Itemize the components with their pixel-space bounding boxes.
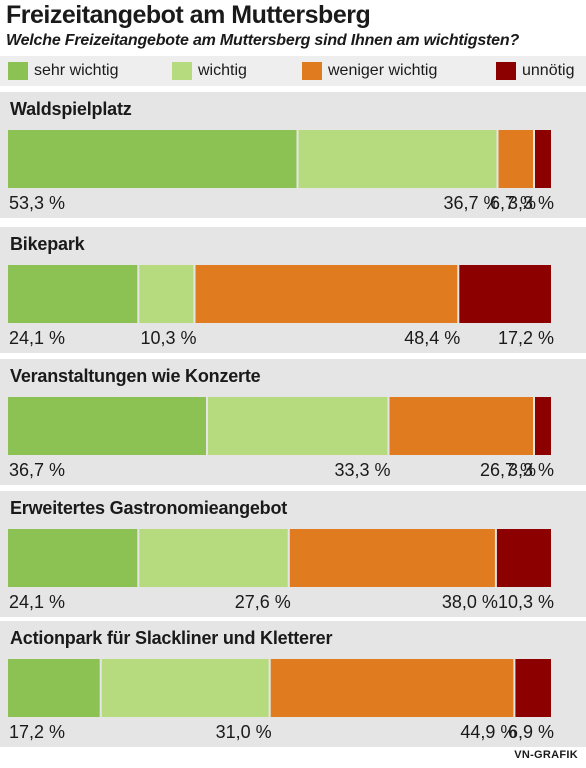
legend-swatch-unnoetig bbox=[496, 62, 516, 80]
value-label-weniger-wichtig: 38,0 % bbox=[442, 592, 498, 612]
value-label-unnoetig: 17,2 % bbox=[498, 328, 554, 348]
bar-segment-unnoetig bbox=[535, 130, 551, 188]
bar-segment-sehr-wichtig bbox=[8, 529, 138, 587]
category-label: Waldspielplatz bbox=[10, 99, 132, 119]
category-label: Bikepark bbox=[10, 234, 85, 254]
legend: sehr wichtig wichtig weniger wichtig unn… bbox=[0, 56, 586, 86]
bar-segment-unnoetig bbox=[535, 397, 551, 455]
value-label-sehr-wichtig: 24,1 % bbox=[9, 328, 65, 348]
value-label-weniger-wichtig: 44,9 % bbox=[460, 722, 516, 742]
value-label-sehr-wichtig: 36,7 % bbox=[9, 460, 65, 480]
legend-label-sehr-wichtig: sehr wichtig bbox=[34, 62, 119, 79]
bar-segment-wichtig bbox=[139, 529, 288, 587]
value-label-wichtig: 10,3 % bbox=[140, 328, 196, 348]
bar-segment-unnoetig bbox=[515, 659, 551, 717]
bar-segment-weniger-wichtig bbox=[270, 659, 514, 717]
bar-segment-unnoetig bbox=[459, 265, 551, 323]
chart-subtitle: Welche Freizeitangebote am Muttersberg s… bbox=[6, 32, 520, 49]
bar-segment-wichtig bbox=[298, 130, 497, 188]
bar-row-bikepark: 24,1 % 10,3 % 48,4 % 17,2 % bbox=[8, 265, 554, 348]
panel-bikepark: Bikepark 24,1 % 10,3 % 48,4 % 17,2 % bbox=[0, 224, 586, 353]
value-label-unnoetig: 3,3 % bbox=[508, 193, 554, 213]
category-label: Actionpark für Slackliner und Kletterer bbox=[10, 628, 333, 648]
legend-swatch-weniger-wichtig bbox=[302, 62, 322, 80]
value-label-unnoetig: 3,3 % bbox=[508, 460, 554, 480]
legend-label-unnoetig: unnötig bbox=[522, 62, 575, 79]
bar-row-veranstaltungen: 36,7 % 33,3 % 26,7 %3,3 % bbox=[8, 397, 554, 480]
chart-title: Freizeitangebot am Muttersberg bbox=[6, 1, 371, 29]
legend-swatch-sehr-wichtig bbox=[8, 62, 28, 80]
panel-gastronomie: Erweitertes Gastronomieangebot 24,1 % 27,… bbox=[0, 488, 586, 617]
legend-swatch-wichtig bbox=[172, 62, 192, 80]
panel-actionpark: Actionpark für Slackliner und Kletterer … bbox=[0, 618, 586, 747]
bar-segment-sehr-wichtig bbox=[8, 659, 100, 717]
bar-segment-unnoetig bbox=[496, 529, 551, 587]
value-label-sehr-wichtig: 17,2 % bbox=[9, 722, 65, 742]
panel-veranstaltungen: Veranstaltungen wie Konzerte 36,7 % 33,3 … bbox=[0, 356, 586, 485]
bar-segment-sehr-wichtig bbox=[8, 397, 206, 455]
bar-row-actionpark: 17,2 % 31,0 % 44,9 %6,9 % bbox=[8, 659, 554, 742]
bar-segment-weniger-wichtig bbox=[389, 397, 533, 455]
bar-segment-wichtig bbox=[101, 659, 269, 717]
value-label-sehr-wichtig: 24,1 % bbox=[9, 592, 65, 612]
value-label-weniger-wichtig: 26,7 % bbox=[480, 460, 536, 480]
value-label-wichtig: 31,0 % bbox=[216, 722, 272, 742]
legend-label-weniger-wichtig: weniger wichtig bbox=[328, 62, 438, 79]
value-label-unnoetig: 6,9 % bbox=[508, 722, 554, 742]
bar-segment-weniger-wichtig bbox=[498, 130, 533, 188]
bar-segment-sehr-wichtig bbox=[8, 130, 297, 188]
bar-segment-sehr-wichtig bbox=[8, 265, 138, 323]
bar-segment-wichtig bbox=[208, 397, 388, 455]
category-label: Erweitertes Gastronomieangebot bbox=[10, 498, 288, 518]
bar-row-waldspielplatz: 53,3 % 36,7 %6,7 %3,3 % bbox=[8, 130, 554, 213]
value-label-weniger-wichtig: 6,7 % bbox=[490, 193, 536, 213]
value-label-wichtig: 33,3 % bbox=[334, 460, 390, 480]
value-label-wichtig: 36,7 % bbox=[443, 193, 499, 213]
bar-segment-weniger-wichtig bbox=[195, 265, 458, 323]
legend-label-wichtig: wichtig bbox=[198, 62, 247, 79]
bar-segment-weniger-wichtig bbox=[289, 529, 495, 587]
value-label-sehr-wichtig: 53,3 % bbox=[9, 193, 65, 213]
panel-waldspielplatz: Waldspielplatz 53,3 % 36,7 % 6,7 % 3,3 % bbox=[0, 89, 586, 218]
bar-row-gastronomie: 24,1 % 27,6 % 38,0 % 10,3 % bbox=[8, 529, 554, 612]
value-label-weniger-wichtig: 48,4 % bbox=[404, 328, 460, 348]
value-label-unnoetig: 10,3 % bbox=[498, 592, 554, 612]
value-label-wichtig: 27,6 % bbox=[235, 592, 291, 612]
bar-segment-wichtig bbox=[139, 265, 194, 323]
source-credit: VN-GRAFIK bbox=[514, 749, 578, 761]
category-label: Veranstaltungen wie Konzerte bbox=[10, 366, 261, 386]
